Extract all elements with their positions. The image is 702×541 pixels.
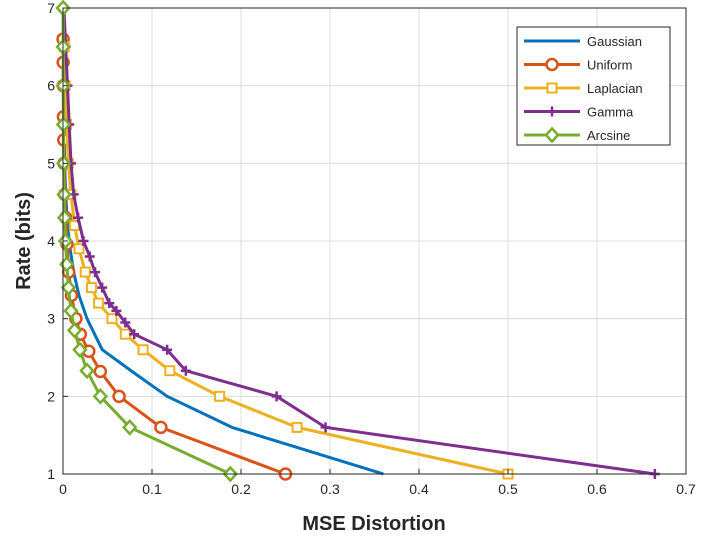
data-point-gamma <box>180 365 191 376</box>
data-point-gamma <box>271 391 282 402</box>
x-tick-label: 0.1 <box>142 481 162 497</box>
legend-entry-gaussian: Gaussian <box>524 34 642 49</box>
data-point-arcsine <box>60 279 77 296</box>
legend-entry-arcsine: Arcsine <box>524 126 630 144</box>
legend-entry-uniform: Uniform <box>524 58 633 73</box>
y-tick-label: 2 <box>47 388 55 404</box>
data-point-laplacian <box>73 243 85 255</box>
legend-label: Uniform <box>587 58 633 73</box>
data-point-laplacian <box>214 390 226 402</box>
y-tick-label: 6 <box>47 78 55 94</box>
x-tick-label: 0.4 <box>409 481 429 497</box>
x-tick-label: 0.6 <box>587 481 607 497</box>
data-point-arcsine <box>56 186 72 203</box>
x-tick-label: 0.7 <box>676 481 696 497</box>
data-point-gamma <box>120 317 131 328</box>
data-point-gamma <box>97 282 108 293</box>
data-point-gamma <box>129 329 140 340</box>
data-point-arcsine <box>63 302 79 320</box>
data-point-uniform <box>154 420 168 435</box>
y-tick-label: 5 <box>47 155 55 171</box>
y-tick-label: 7 <box>47 0 55 16</box>
axis-ticks: 0 0.1 0.2 0.3 0.4 0.5 0.6 0.7 1 2 3 4 5 6 7 <box>47 0 696 497</box>
data-point-uniform <box>112 389 126 404</box>
y-tick-label: 3 <box>47 311 55 327</box>
data-point-laplacian <box>119 328 131 340</box>
x-tick-label: 0.5 <box>498 481 518 497</box>
data-point-uniform <box>93 364 108 379</box>
legend-label: Gaussian <box>587 34 642 49</box>
data-point-laplacian <box>79 266 91 278</box>
data-point-arcsine <box>92 387 109 405</box>
series-line-gamma <box>62 7 656 476</box>
x-tick-label: 0.2 <box>231 481 251 497</box>
legend-swatch-marker <box>547 106 557 117</box>
legend-label: Gamma <box>587 105 634 120</box>
series-gamma <box>58 3 660 479</box>
y-tick-label: 4 <box>47 233 55 249</box>
legend-label: Arcsine <box>587 128 630 143</box>
data-point-gamma <box>104 298 115 309</box>
data-point-arcsine <box>122 419 138 436</box>
data-point-laplacian <box>93 297 105 309</box>
data-point-laplacian <box>164 365 176 377</box>
legend: Gaussian Uniform Laplacian Gamma Arcsine <box>516 26 671 146</box>
data-point-gamma <box>84 251 95 262</box>
legend-entry-gamma: Gamma <box>524 105 634 120</box>
data-point-arcsine <box>56 209 73 227</box>
x-tick-label: 0.3 <box>320 481 340 497</box>
data-point-gamma <box>162 344 173 355</box>
data-point-laplacian <box>106 313 118 325</box>
data-point-arcsine <box>66 321 83 339</box>
legend-swatch-marker <box>545 57 559 72</box>
legend-label: Laplacian <box>587 81 643 96</box>
legend-box <box>516 26 671 146</box>
data-point-arcsine <box>72 341 88 359</box>
data-point-laplacian <box>137 344 149 356</box>
data-point-laplacian <box>291 421 303 433</box>
data-point-arcsine <box>79 362 95 380</box>
legend-entry-laplacian: Laplacian <box>524 81 643 96</box>
x-tick-label: 0 <box>59 481 67 497</box>
data-point-gamma <box>90 267 101 278</box>
data-point-gamma <box>73 212 84 223</box>
y-tick-label: 1 <box>47 466 55 482</box>
y-axis-title: Rate (bits) <box>13 192 35 290</box>
data-point-gamma <box>320 422 331 433</box>
data-point-gamma <box>111 305 122 316</box>
legend-swatch-marker <box>544 126 560 144</box>
legend-swatch-marker <box>546 82 558 94</box>
data-point-laplacian <box>85 282 97 294</box>
data-point-gamma <box>78 236 89 246</box>
x-axis-title: MSE Distortion <box>302 513 445 535</box>
